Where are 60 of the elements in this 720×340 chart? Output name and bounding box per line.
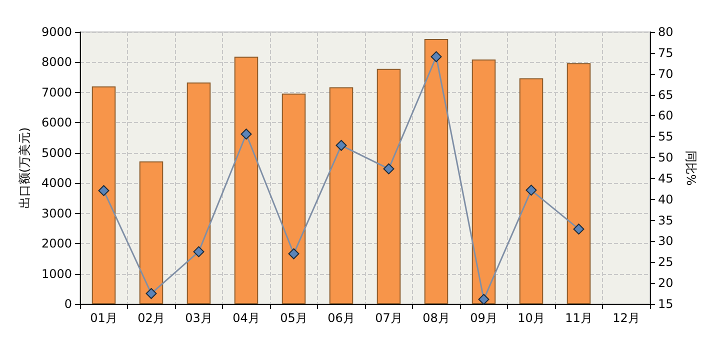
x-tick-label: 01月 (90, 311, 118, 325)
y-tick-label: 2000 (41, 236, 72, 251)
y-tick-label: 9000 (41, 25, 72, 39)
bar (329, 87, 354, 304)
y2-tick-label: 45 (658, 171, 674, 186)
point (478, 294, 490, 305)
y2-tick-label: 80 (658, 25, 674, 39)
bar (282, 94, 306, 304)
y2-tick-label: 30 (658, 234, 674, 248)
point (383, 163, 394, 174)
y-tick-label: 5000 (41, 146, 72, 160)
x-tick-label: 02月 (138, 311, 165, 325)
bar (186, 82, 211, 304)
y2-axis-title: 同比% (684, 150, 698, 186)
y-tick-label: 6000 (41, 116, 72, 130)
y2-tick-label: 70 (658, 66, 674, 81)
y-axis-title: 出口额(万美元) (18, 127, 32, 209)
x-tick-label: 04月 (232, 311, 260, 325)
point (430, 51, 442, 62)
bar (92, 86, 116, 304)
y2-tick-label: 20 (658, 276, 674, 290)
y2-tick-label: 25 (658, 255, 674, 270)
bar (472, 60, 496, 304)
y-tick-label: 3000 (41, 206, 72, 220)
y2-tick-label: 15 (658, 297, 674, 311)
y2-tick-label: 60 (658, 108, 674, 123)
point (288, 248, 300, 260)
x-tick-label: 09月 (470, 311, 498, 325)
x-tick-label: 10月 (518, 311, 545, 325)
y2-tick-label: 50 (658, 150, 674, 165)
y2-tick-label: 35 (658, 213, 674, 228)
y2-tick-label: 55 (658, 130, 674, 144)
bar (566, 63, 591, 304)
y2-tick-label: 65 (658, 88, 674, 102)
point (526, 184, 537, 196)
point (240, 128, 252, 140)
bar (139, 161, 164, 304)
x-tick-label: 12月 (612, 311, 640, 325)
x-tick-label: 11月 (565, 311, 592, 325)
point (98, 185, 110, 196)
bar (519, 78, 544, 304)
bar (234, 56, 258, 304)
x-tick-label: 08月 (422, 311, 450, 325)
point (146, 288, 157, 300)
point (573, 224, 584, 235)
y-tick-label: 7000 (41, 85, 72, 100)
point (193, 246, 204, 258)
x-tick-label: 03月 (185, 311, 212, 325)
y2-tick-label: 40 (658, 192, 674, 206)
x-tick-label: 06月 (328, 311, 355, 325)
y2-tick-label: 75 (658, 46, 674, 60)
y-tick-label: 1000 (41, 266, 72, 281)
y-tick-label: 0 (64, 297, 72, 311)
point (336, 140, 347, 151)
y-tick-label: 8000 (41, 55, 72, 70)
bar (376, 68, 401, 304)
x-tick-label: 07月 (375, 311, 402, 325)
x-tick-label: 05月 (280, 311, 308, 325)
y-tick-label: 4000 (41, 176, 72, 190)
bar (424, 38, 448, 304)
